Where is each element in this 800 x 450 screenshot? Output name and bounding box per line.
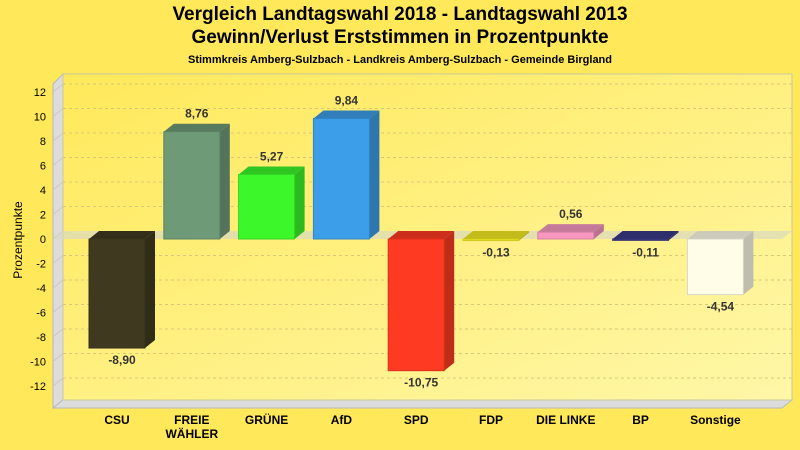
bar-side <box>444 231 455 371</box>
gridline-side <box>52 132 64 142</box>
data-label: -8,90 <box>108 353 136 367</box>
y-tick-label: 2 <box>40 210 46 222</box>
bar-top <box>463 231 529 239</box>
data-label: -0,11 <box>632 245 659 259</box>
bar-grüne <box>238 173 296 240</box>
data-label: 0,56 <box>559 207 583 221</box>
bar-top <box>612 231 679 239</box>
chart-subtitle: Gewinn/Verlust Erststimmen in Prozentpun… <box>191 27 609 48</box>
y-tick-label: 10 <box>34 112 46 124</box>
x-category-label: AfD <box>331 413 353 427</box>
bar-side <box>294 166 305 239</box>
bar-top <box>687 231 754 239</box>
bar-side <box>519 231 529 241</box>
y-tick-label: 4 <box>40 185 46 197</box>
gridline-side <box>52 181 64 191</box>
y-tick-label: -6 <box>36 308 46 320</box>
x-category-label: SPD <box>404 413 429 427</box>
y-tick-label: -4 <box>36 283 46 295</box>
x-category-label: FDP <box>479 413 503 427</box>
bar-afd <box>312 117 370 240</box>
gridline-side <box>52 108 64 117</box>
y-axis-label: Prozentpunkte <box>11 201 25 279</box>
x-category-label: DIE LINKE <box>536 413 595 427</box>
x-category-label: BP <box>632 413 649 427</box>
bar-top <box>163 123 230 132</box>
y-tick-label: -8 <box>36 332 46 344</box>
bar-die-linke <box>537 231 595 240</box>
gridline-side <box>52 353 64 362</box>
y-tick-label: 0 <box>40 234 46 246</box>
y-tick-label: 6 <box>40 161 46 173</box>
chart-region-subtitle: Stimmkreis Amberg-Sulzbach - Landkreis A… <box>188 54 612 66</box>
bar-side <box>593 224 604 239</box>
bar-side <box>743 231 754 295</box>
x-category-label: GRÜNE <box>245 412 288 427</box>
data-label: -0,13 <box>482 246 510 260</box>
y-tick-label: -2 <box>36 259 46 271</box>
gridline-side <box>52 377 64 387</box>
data-label: 5,27 <box>260 149 284 163</box>
x-category-label: Sonstige <box>690 413 741 427</box>
data-label: 8,76 <box>185 107 209 121</box>
gridline-side <box>52 255 64 264</box>
bar-spd <box>387 238 445 372</box>
y-tick-label: 8 <box>40 136 46 148</box>
x-category-label: CSU <box>104 413 129 427</box>
data-label: -4,54 <box>707 300 735 314</box>
data-label: -10,75 <box>404 376 438 390</box>
bar-side <box>668 231 679 241</box>
bar-top <box>537 224 604 233</box>
gridline-side <box>52 279 64 289</box>
y-tick-label: -12 <box>30 381 46 393</box>
gridline-side <box>52 206 64 215</box>
bar-side <box>145 231 155 349</box>
bar-csu <box>88 238 146 349</box>
gridline-side <box>52 328 64 338</box>
data-label: 9,84 <box>335 93 359 107</box>
y-tick-label: -10 <box>30 357 46 369</box>
bar-top <box>388 231 455 239</box>
bar-fdp <box>462 238 520 242</box>
floor <box>51 399 794 409</box>
gridline-side <box>52 83 64 93</box>
gridline-side <box>52 157 64 166</box>
bar-side <box>369 110 380 240</box>
bar-side <box>219 123 230 239</box>
gridline-side <box>52 304 64 313</box>
bar-top <box>238 166 305 175</box>
bar-top <box>89 231 155 239</box>
y-tick-label: 12 <box>34 87 46 99</box>
chart-title: Vergleich Landtagswahl 2018 - Landtagswa… <box>172 4 628 25</box>
bar-sonstige <box>686 238 744 296</box>
bar-bp <box>612 238 670 241</box>
bar-top <box>313 110 380 119</box>
x-category-label: FREIE <box>174 413 209 427</box>
x-category-label: WÄHLER <box>165 426 218 441</box>
bar-freie-wähler <box>163 131 221 240</box>
